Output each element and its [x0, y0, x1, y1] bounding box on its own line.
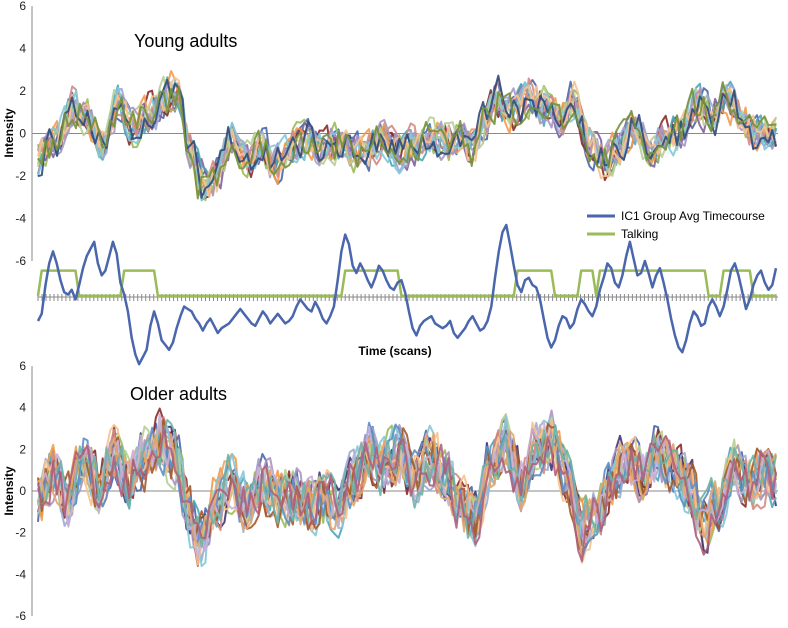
older-series-line [37, 413, 777, 559]
young-adults-title: Young adults [134, 31, 237, 51]
young-y-tick-label: -6 [15, 254, 26, 268]
young-ylabel: Intensity [2, 108, 16, 158]
older-y-tick-label: 4 [19, 401, 26, 415]
inset-xlabel: Time (scans) [358, 344, 431, 358]
older-adults-title: Older adults [130, 384, 227, 404]
older-y-tick-label: -2 [15, 526, 26, 540]
legend-label-talking: Talking [621, 227, 658, 241]
young-series-line [37, 82, 777, 190]
older-y-tick-label: -4 [15, 567, 26, 581]
young-y-tick-label: 6 [19, 0, 26, 13]
older-series-line [37, 421, 777, 560]
young-series-line [37, 81, 777, 200]
young-y-tick-label: 0 [19, 127, 26, 141]
older-y-tick-label: 6 [19, 359, 26, 373]
older-series-line [37, 426, 777, 563]
young-adults-panel: 6 4 2 0 -2 -4 -6 Young adults Intensity [2, 0, 778, 268]
inset-panel: Time (scans) IC1 Group Avg Timecourse Ta… [36, 209, 778, 366]
older-lines [37, 407, 777, 568]
inset-lines [36, 223, 778, 366]
young-lines [37, 70, 777, 202]
young-y-ticks: 6 4 2 0 -2 -4 -6 [15, 0, 26, 268]
older-y-tick-label: 0 [19, 484, 26, 498]
young-series-line [37, 81, 777, 197]
young-y-tick-label: 4 [19, 42, 26, 56]
ic1-timecourse-line [36, 223, 778, 366]
legend: IC1 Group Avg Timecourse Talking [587, 209, 765, 241]
older-y-tick-label: 2 [19, 442, 26, 456]
young-y-tick-label: -2 [15, 169, 26, 183]
older-adults-panel: 6 4 2 0 -2 -4 -6 Older adults Intensity [2, 359, 778, 623]
young-series-line [37, 76, 777, 198]
older-y-ticks: 6 4 2 0 -2 -4 -6 [15, 359, 26, 623]
older-ylabel: Intensity [2, 466, 16, 516]
older-y-tick-label: -6 [15, 609, 26, 623]
young-y-tick-label: 2 [19, 84, 26, 98]
young-y-tick-label: -4 [15, 212, 26, 226]
legend-label-ic1: IC1 Group Avg Timecourse [621, 209, 765, 223]
older-series-line [37, 419, 777, 548]
